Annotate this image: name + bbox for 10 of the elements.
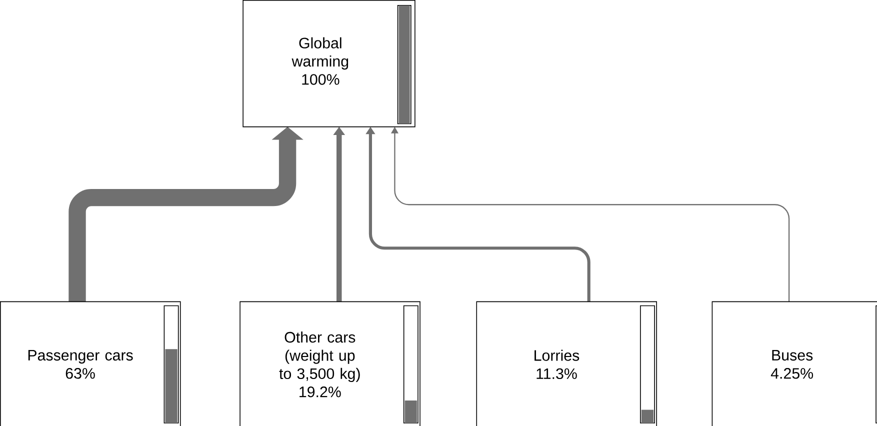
data-label: 11.3% (536, 368, 577, 380)
category-label: Passenger cars (28, 350, 133, 364)
category-label: Other cars (weight up to 3,500 kg) (279, 331, 360, 382)
data-label: 63% (66, 368, 95, 379)
category-label: Buses (772, 350, 813, 361)
category-label: Lorries (534, 350, 580, 361)
data-label: 4.25% (770, 368, 814, 379)
data-label: 100% (302, 74, 340, 85)
data-label: 19.2% (300, 386, 341, 398)
category-label: Global warming (292, 37, 348, 70)
